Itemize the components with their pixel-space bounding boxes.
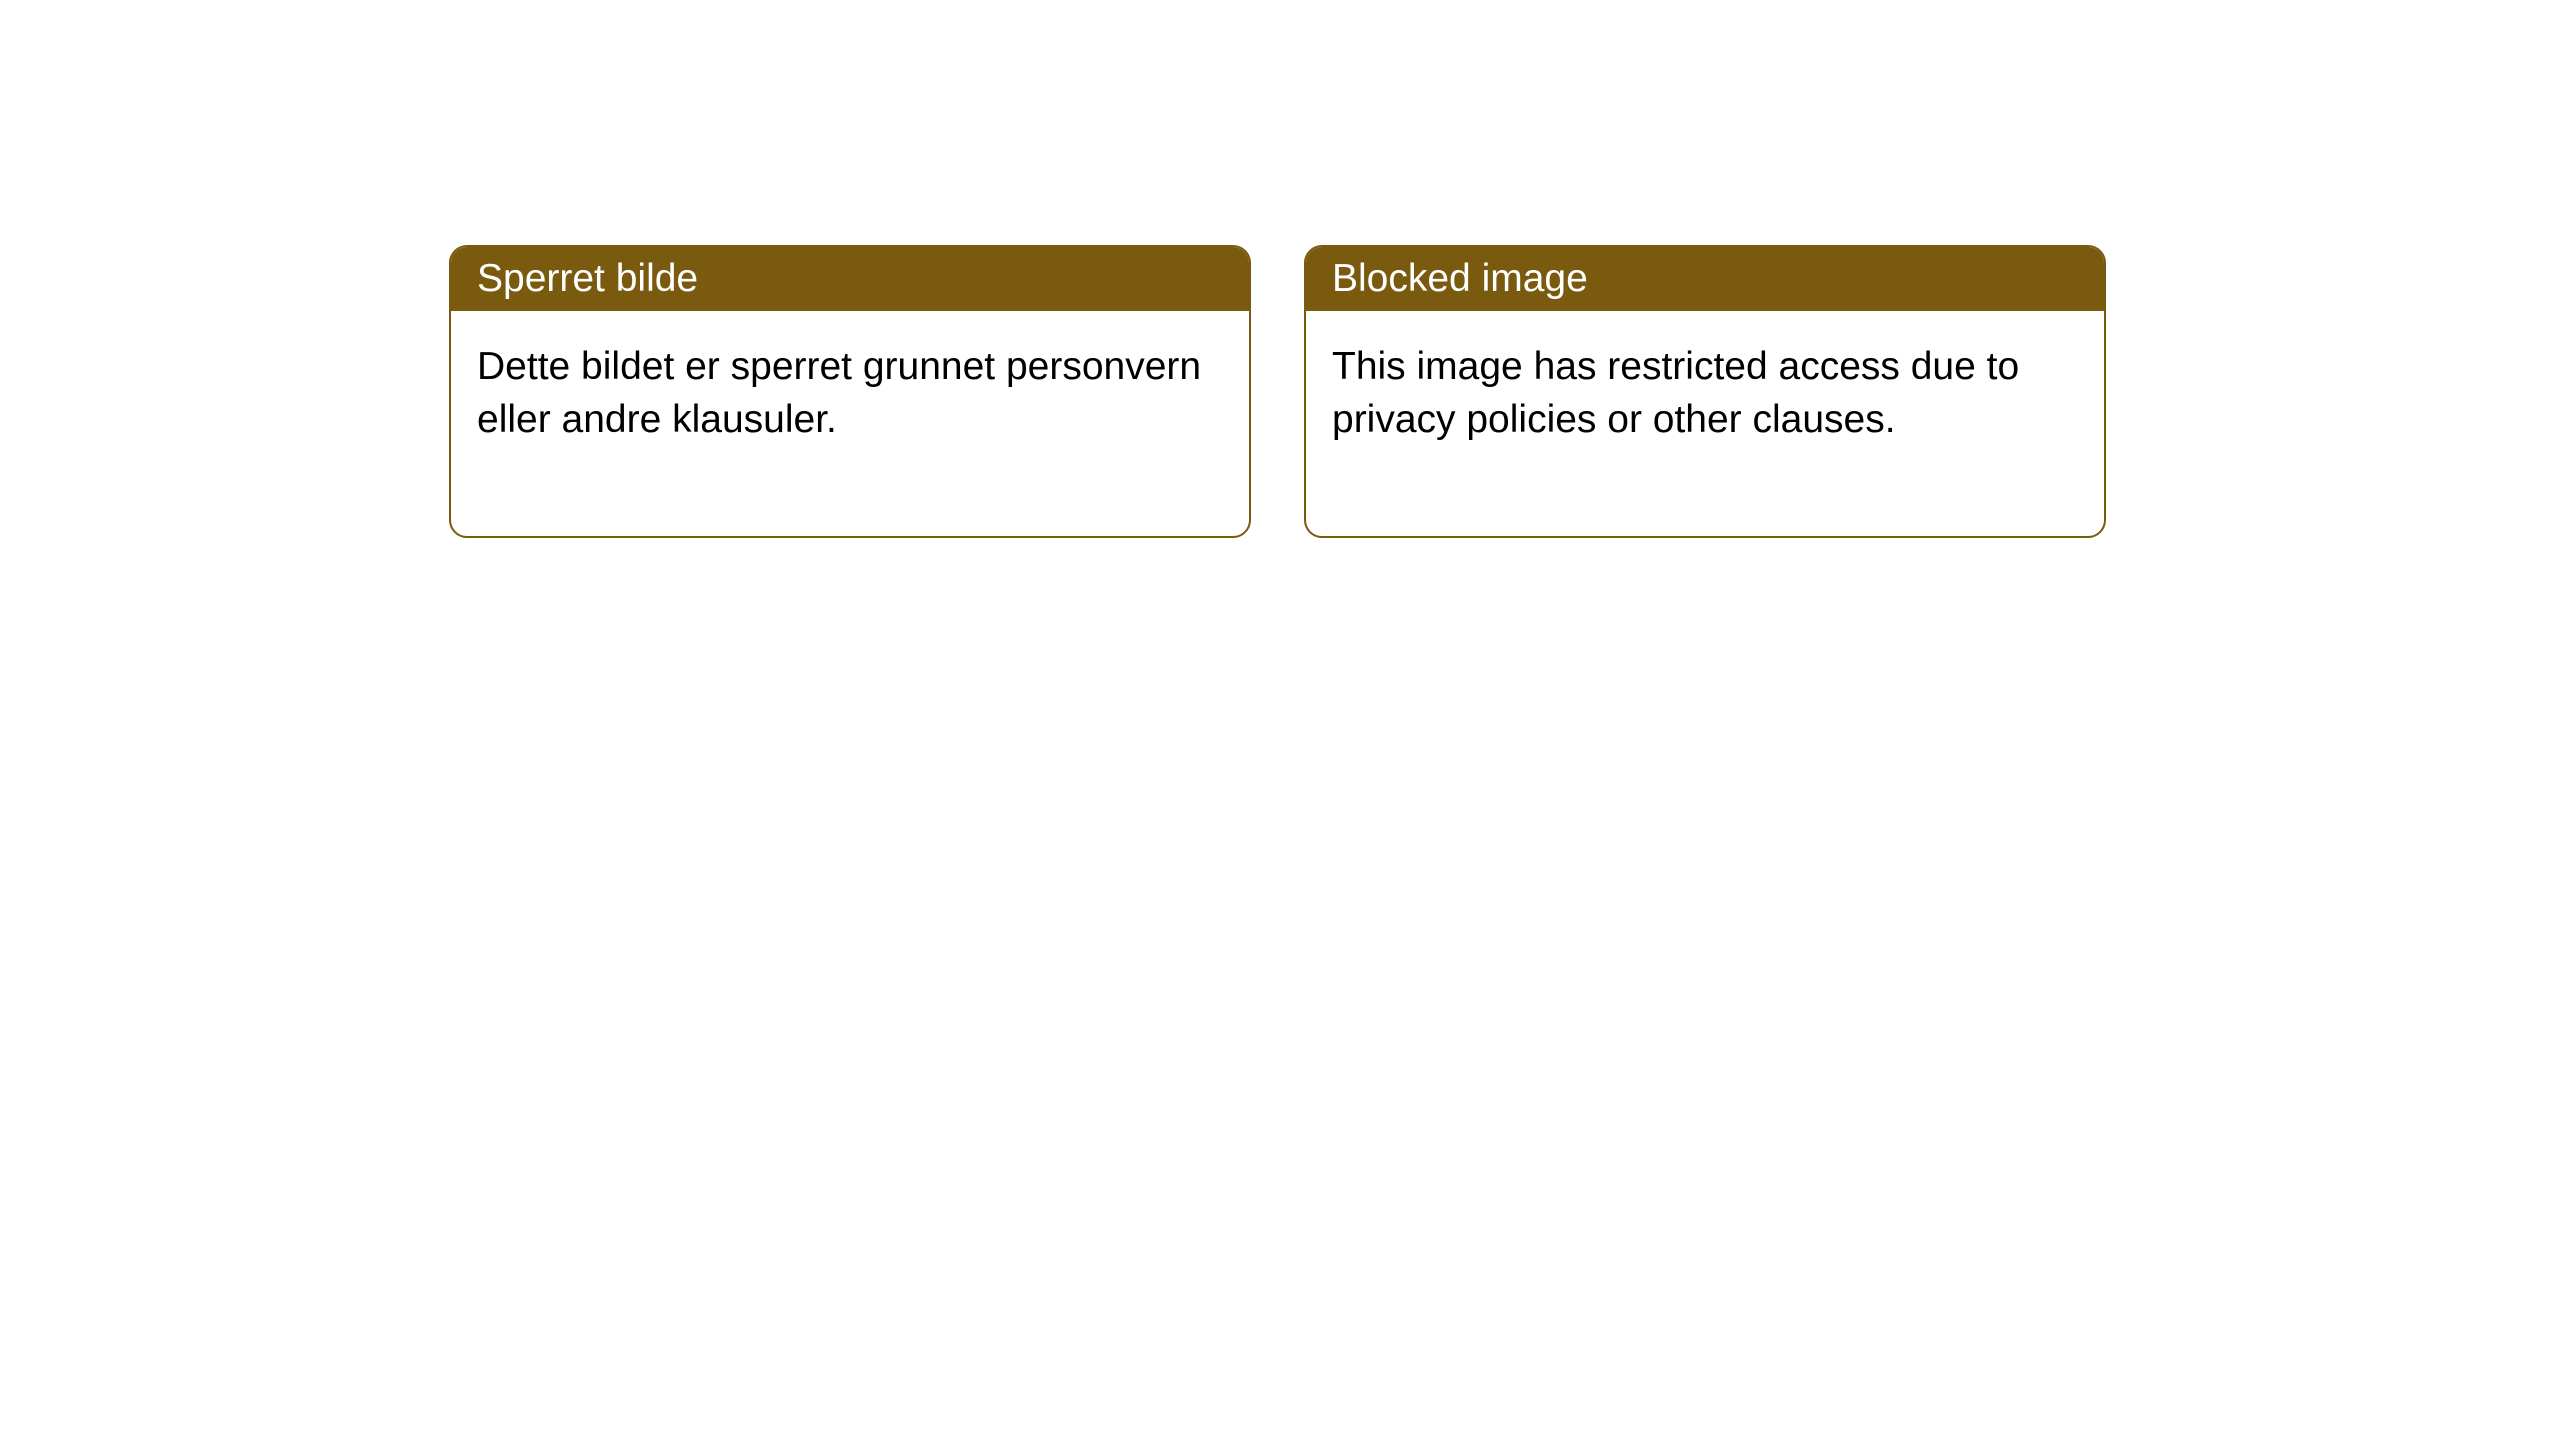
blocked-image-card-en: Blocked image This image has restricted … (1304, 245, 2106, 538)
card-header: Blocked image (1306, 247, 2104, 311)
card-body: Dette bildet er sperret grunnet personve… (451, 311, 1249, 536)
card-body-text: Dette bildet er sperret grunnet personve… (477, 345, 1201, 441)
card-title: Blocked image (1332, 257, 1588, 300)
card-header: Sperret bilde (451, 247, 1249, 311)
card-body-text: This image has restricted access due to … (1332, 345, 2019, 441)
card-title: Sperret bilde (477, 257, 698, 300)
card-body: This image has restricted access due to … (1306, 311, 2104, 536)
blocked-image-notice-container: Sperret bilde Dette bildet er sperret gr… (449, 245, 2106, 538)
blocked-image-card-no: Sperret bilde Dette bildet er sperret gr… (449, 245, 1251, 538)
